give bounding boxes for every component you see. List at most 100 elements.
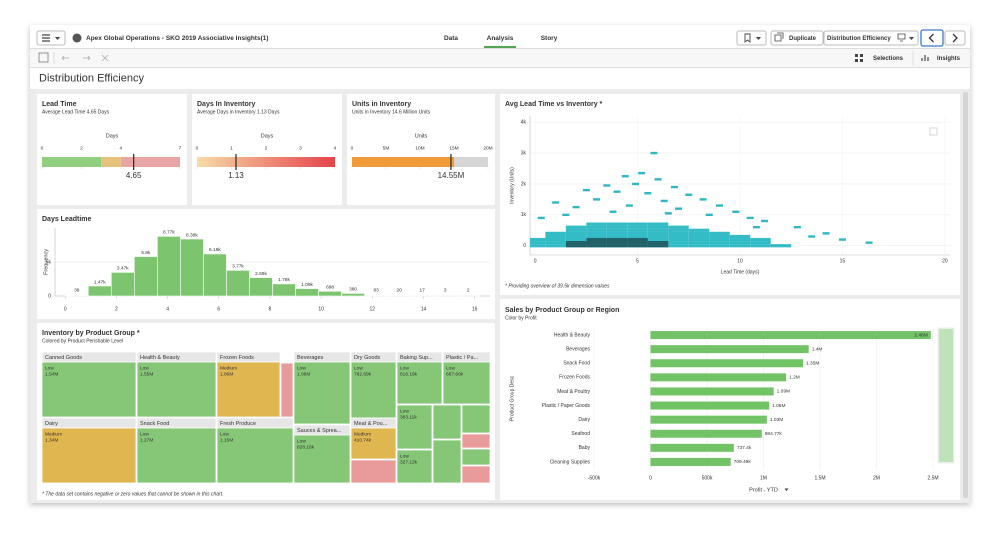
scatter-point: [593, 198, 601, 201]
previous-sheet-button[interactable]: [920, 29, 944, 47]
scatter-point: [627, 222, 648, 226]
tile-level: Low: [400, 453, 409, 459]
tab[interactable]: Data: [444, 35, 458, 42]
scatter-point: [675, 207, 683, 210]
scatter-point: [647, 237, 669, 242]
scatter-point: [808, 235, 816, 238]
tile-value: 383.11k: [400, 414, 417, 420]
scatter-point: [647, 244, 669, 248]
axis-title: Units: [415, 133, 428, 139]
scatter-point: [705, 213, 713, 217]
x-tick-label: 2M: [873, 475, 880, 481]
bar: [650, 401, 770, 410]
tab[interactable]: Analysis: [487, 35, 514, 42]
scatter-point: [865, 241, 873, 244]
x-tick-label: 1.5M: [814, 475, 825, 481]
treemap-tile: [396, 449, 433, 484]
scatter-point: [565, 237, 587, 242]
menu-button[interactable]: [36, 30, 66, 46]
scatter-point: [685, 193, 693, 196]
scatter-point: [647, 234, 669, 239]
scatter-point: [530, 241, 546, 245]
scatter-point: [729, 241, 751, 245]
scatter-point: [709, 244, 730, 248]
toolbar-icon[interactable]: [38, 52, 49, 63]
scatter-point: [586, 225, 607, 229]
y-tick-label: 3k: [521, 150, 527, 156]
app-title: Apex Global Operations - SKO 2019 Associ…: [86, 35, 269, 42]
scatter-point: [761, 219, 769, 223]
sheet-selector-label: Distribution Efficiency: [827, 36, 891, 42]
tile-value: 410.74k: [354, 437, 372, 443]
tick-label: 4: [120, 145, 123, 151]
tile-level: Low: [354, 365, 363, 371]
scatter-point: [537, 216, 545, 220]
scatter-point: [552, 201, 560, 204]
data-label: 698: [326, 285, 334, 291]
x-tick-label: -500k: [588, 475, 601, 481]
treemap-tile: [396, 361, 443, 405]
menu-icon: [42, 34, 50, 42]
bookmark-button[interactable]: [736, 30, 767, 46]
tick-label: 5M: [383, 145, 390, 151]
bar: [650, 443, 734, 452]
scatter-point: [606, 225, 628, 229]
axis-title: Days: [106, 133, 119, 139]
scatter-point: [530, 237, 546, 242]
tile-value: 327.12k: [400, 459, 418, 465]
scatter-point: [545, 244, 566, 248]
scatter-point: [688, 237, 710, 242]
treemap-tile: [461, 404, 491, 434]
scatter-point: [565, 228, 587, 232]
tile-label: Snack Food: [140, 421, 169, 427]
next-sheet-button[interactable]: [944, 30, 966, 46]
insights-button[interactable]: Insights: [921, 55, 961, 62]
toolbar-icon[interactable]: [83, 55, 91, 61]
scatter-point: [729, 237, 751, 242]
scatter-point: [586, 222, 607, 226]
category-label: Snack Food: [563, 361, 590, 367]
scatter-point: [709, 237, 730, 242]
tile-level: Medium: [354, 431, 371, 437]
scatter-point: [752, 226, 760, 229]
bar: [650, 331, 931, 340]
tab-label: Data: [444, 35, 458, 42]
category-label: Meat & Poultry: [557, 389, 590, 395]
data-label: 709.49k: [734, 459, 752, 465]
tick-label: 10M: [415, 145, 424, 151]
toolbar-icon[interactable]: [61, 55, 69, 61]
tab[interactable]: Story: [541, 35, 558, 42]
sheet-selector[interactable]: Distribution Efficiency: [823, 30, 919, 46]
y-tick-label: 2k: [521, 181, 527, 187]
axis-title: Product Group Desc: [509, 375, 515, 421]
footnote: * The data set contains negative or zero…: [42, 491, 224, 497]
scatter-point: [668, 237, 689, 242]
button-label: Duplicate: [789, 36, 817, 42]
data-label: 737.4k: [737, 445, 752, 451]
caret: [55, 37, 60, 40]
scatter-point: [793, 226, 801, 229]
selections-button[interactable]: Selections: [855, 54, 904, 62]
tile-label: Plastic / Pa...: [446, 355, 479, 361]
toolbar-icon[interactable]: [101, 54, 109, 62]
treemap-tile: [350, 427, 397, 460]
treemap-tile: [136, 427, 217, 484]
scatter-point: [606, 228, 628, 232]
scatter-point: [627, 225, 648, 229]
scrollbar[interactable]: [963, 92, 968, 498]
scatter-point: [606, 241, 628, 245]
toolbar: [30, 49, 970, 67]
category-label: Dairy: [578, 417, 590, 423]
scatter-point: [699, 198, 707, 201]
duplicate-button[interactable]: Duplicate: [770, 30, 824, 46]
histogram-bar: [364, 295, 388, 297]
x-tick-label: 500k: [702, 475, 713, 481]
scatter-point: [688, 234, 710, 239]
bar: [650, 345, 809, 354]
histogram-bar: [249, 277, 273, 297]
scatter-point: [613, 190, 621, 193]
scatter-point: [650, 151, 658, 155]
chart-panel: Avg Lead Time vs Inventory * 0 1k 2k 3k 4k 0 5 1…: [500, 94, 960, 295]
